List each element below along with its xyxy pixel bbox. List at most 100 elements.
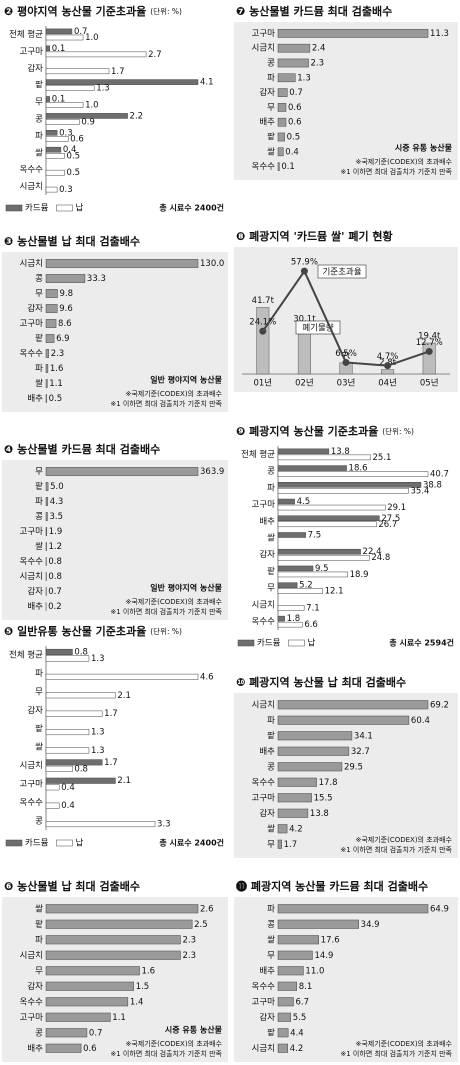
category-label: 쌀 bbox=[35, 904, 43, 914]
category-label: 무 bbox=[267, 103, 275, 113]
value-label: 1.6 bbox=[142, 966, 156, 976]
x-tick-label: 05년 bbox=[420, 378, 439, 389]
x-tick-label: 03년 bbox=[337, 378, 356, 389]
value-label: 69.2 bbox=[430, 700, 449, 710]
x-tick-label: 02년 bbox=[295, 378, 314, 389]
category-label: 시금치 bbox=[252, 1044, 275, 1054]
bar bbox=[277, 554, 370, 561]
value-label: 0.7 bbox=[289, 88, 303, 98]
category-label: 무 bbox=[267, 584, 275, 594]
value-label: 1.5 bbox=[136, 982, 150, 992]
value-label: 2.3 bbox=[182, 935, 196, 945]
bar bbox=[277, 548, 361, 555]
value-label: 6.6 bbox=[304, 620, 318, 630]
chart-subtitle: (단위: %) bbox=[382, 426, 414, 436]
value-label: 2.4 bbox=[312, 44, 326, 54]
value-label: 57.9% bbox=[291, 258, 318, 268]
bar bbox=[277, 43, 311, 53]
bar bbox=[45, 102, 84, 108]
category-label: 콩 bbox=[35, 114, 43, 124]
category-label: 콩 bbox=[35, 816, 43, 826]
bar bbox=[277, 29, 429, 38]
value-label: 41.7t bbox=[252, 296, 275, 306]
bar bbox=[277, 1043, 288, 1053]
bar bbox=[45, 349, 49, 358]
footnote: ※1 이하면 최대 검출치가 기준치 만족 bbox=[340, 1049, 452, 1058]
value-label: 4.4 bbox=[290, 1028, 304, 1038]
category-label: 옥수수 bbox=[252, 162, 276, 172]
value-label: 0.4 bbox=[63, 145, 77, 155]
value-label: 0.4 bbox=[285, 147, 299, 157]
category-label: 무 bbox=[267, 951, 275, 961]
category-label: 콩 bbox=[35, 512, 43, 522]
category-label: 팥 bbox=[35, 80, 43, 91]
bar bbox=[45, 935, 181, 945]
bar bbox=[277, 997, 294, 1007]
value-label: 1.7 bbox=[284, 840, 298, 850]
category-label: 파 bbox=[267, 483, 275, 493]
bar bbox=[45, 85, 95, 91]
bar bbox=[45, 759, 103, 766]
value-label: 2.1 bbox=[117, 691, 131, 701]
footnote: ※국제기준(CODEX)의 초과배수 bbox=[125, 389, 222, 398]
series-label: 기준초과율 bbox=[322, 268, 361, 278]
bar bbox=[45, 34, 84, 41]
bar bbox=[45, 777, 116, 784]
category-label: 쌀 bbox=[35, 743, 43, 753]
value-label: 4.2 bbox=[289, 824, 303, 834]
category-label: 팥 bbox=[267, 730, 275, 741]
category-label: 무 bbox=[35, 98, 43, 108]
bar bbox=[45, 950, 181, 960]
category-label: 고구마 bbox=[252, 997, 276, 1007]
value-label: 26.7 bbox=[378, 520, 397, 530]
category-label: 무 bbox=[35, 289, 43, 299]
value-label: 0.5 bbox=[49, 394, 63, 404]
chart-title: ❹ 농산물별 카드뮴 최대 검출배수 bbox=[4, 442, 160, 456]
category-label: 시금치 bbox=[20, 572, 43, 582]
bar bbox=[45, 136, 69, 142]
bar bbox=[45, 919, 193, 929]
chart-title: ❷ 평야지역 농산물 기준초과율 bbox=[4, 4, 146, 18]
category-label: 옥수수 bbox=[20, 165, 44, 175]
value-label: 1.6 bbox=[50, 364, 64, 374]
category-label: 쌀 bbox=[267, 534, 275, 544]
bar bbox=[277, 793, 312, 803]
bar bbox=[277, 454, 371, 461]
category-label: 감자 bbox=[27, 705, 43, 716]
value-label: 1.1 bbox=[112, 1013, 126, 1023]
value-label: 1.0 bbox=[85, 101, 99, 111]
bar bbox=[277, 565, 314, 572]
bar bbox=[45, 673, 199, 680]
category-label: 옥수수 bbox=[20, 798, 44, 808]
value-label: 35.4 bbox=[410, 486, 429, 496]
value-label: 4.6 bbox=[200, 672, 214, 682]
category-label: 옥수수 bbox=[252, 778, 276, 788]
value-label: 34.1 bbox=[354, 731, 373, 741]
bar bbox=[277, 1028, 289, 1038]
category-label: 시금치 bbox=[252, 600, 275, 610]
bar bbox=[45, 68, 110, 75]
value-label: 3.3 bbox=[157, 820, 171, 830]
bar bbox=[277, 448, 330, 455]
value-label: 15.5 bbox=[314, 793, 333, 803]
category-label: 배추 bbox=[259, 966, 275, 976]
bar bbox=[277, 715, 410, 725]
chart-title: ❼ 농산물별 카드뮴 최대 검출배수 bbox=[236, 4, 392, 18]
bar bbox=[45, 729, 90, 736]
value-label: 33.3 bbox=[87, 274, 106, 284]
category-label: 쌀 bbox=[35, 148, 43, 158]
panel bbox=[2, 460, 228, 620]
value-label: 130.0 bbox=[200, 259, 224, 269]
category-label: 파 bbox=[267, 716, 275, 726]
value-label: 0.8 bbox=[74, 647, 88, 657]
value-label: 2.2 bbox=[130, 111, 144, 121]
category-label: 전체 평균 bbox=[9, 29, 43, 40]
chart-title: ⓫ 폐광지역 농산물 카드뮴 최대 검출배수 bbox=[236, 879, 428, 893]
bar bbox=[45, 119, 80, 125]
bar bbox=[277, 1012, 291, 1022]
value-label: 12.7% bbox=[416, 338, 443, 348]
bar bbox=[277, 571, 348, 578]
value-label: 1.7 bbox=[104, 758, 118, 768]
bar bbox=[45, 497, 49, 506]
value-label: 25.1 bbox=[373, 453, 392, 463]
